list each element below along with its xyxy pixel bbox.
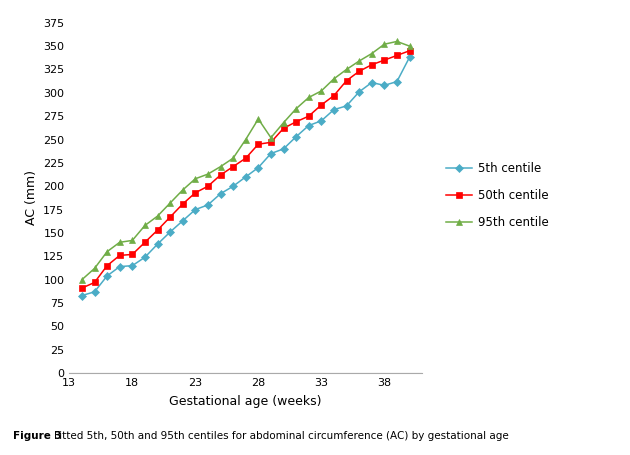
95th centile (242, 137, 249, 142)
5th centile (242, 174, 249, 180)
50th centile (242, 156, 249, 161)
Line: 5th centile: 5th centile (79, 55, 412, 298)
50th centile (103, 263, 111, 268)
50th centile (217, 172, 224, 178)
5th centile (330, 107, 338, 112)
95th centile (116, 240, 123, 245)
50th centile (368, 62, 375, 67)
5th centile (305, 123, 312, 128)
5th centile (267, 151, 275, 156)
5th centile (116, 264, 123, 269)
5th centile (166, 229, 174, 235)
5th centile (179, 218, 186, 223)
50th centile (204, 183, 212, 189)
5th centile (381, 83, 388, 88)
50th centile (166, 214, 174, 220)
95th centile (305, 95, 312, 100)
5th centile (255, 165, 262, 170)
50th centile (292, 119, 300, 125)
5th centile (192, 207, 199, 212)
95th centile (343, 67, 350, 72)
95th centile (292, 106, 300, 111)
95th centile (204, 172, 212, 177)
50th centile (255, 142, 262, 147)
95th centile (255, 116, 262, 121)
95th centile (166, 200, 174, 206)
50th centile (91, 280, 98, 285)
50th centile (116, 253, 123, 258)
50th centile (330, 93, 338, 98)
95th centile (217, 164, 224, 169)
50th centile (129, 252, 136, 257)
5th centile (343, 103, 350, 109)
Y-axis label: AC (mm): AC (mm) (25, 171, 38, 225)
Line: 95th centile: 95th centile (78, 38, 413, 283)
50th centile (393, 53, 401, 58)
50th centile (78, 285, 86, 291)
95th centile (103, 249, 111, 254)
5th centile (129, 263, 136, 268)
5th centile (292, 134, 300, 140)
50th centile (280, 126, 287, 131)
5th centile (217, 191, 224, 197)
95th centile (393, 39, 401, 44)
5th centile (229, 183, 237, 189)
95th centile (154, 213, 161, 219)
5th centile (204, 202, 212, 207)
50th centile (355, 69, 363, 74)
5th centile (154, 242, 161, 247)
50th centile (406, 48, 413, 54)
5th centile (406, 55, 413, 60)
95th centile (78, 277, 86, 283)
50th centile (381, 57, 388, 63)
Text: Figure 3: Figure 3 (13, 431, 65, 441)
95th centile (318, 88, 325, 94)
50th centile (141, 240, 149, 245)
50th centile (154, 228, 161, 233)
50th centile (343, 78, 350, 83)
95th centile (355, 58, 363, 64)
50th centile (192, 190, 199, 196)
95th centile (129, 238, 136, 243)
5th centile (393, 79, 401, 84)
50th centile (179, 201, 186, 207)
95th centile (368, 51, 375, 56)
50th centile (305, 113, 312, 119)
5th centile (141, 254, 149, 260)
95th centile (229, 156, 237, 161)
95th centile (91, 266, 98, 271)
95th centile (381, 41, 388, 47)
95th centile (192, 176, 199, 182)
5th centile (355, 89, 363, 95)
95th centile (406, 43, 413, 49)
95th centile (330, 76, 338, 81)
95th centile (280, 120, 287, 126)
95th centile (179, 187, 186, 193)
5th centile (91, 289, 98, 294)
5th centile (280, 146, 287, 152)
5th centile (368, 80, 375, 85)
95th centile (141, 223, 149, 228)
50th centile (267, 140, 275, 145)
Line: 50th centile: 50th centile (79, 48, 413, 291)
95th centile (267, 135, 275, 141)
X-axis label: Gestational age (weeks): Gestational age (weeks) (169, 395, 322, 408)
5th centile (78, 293, 86, 298)
5th centile (103, 273, 111, 278)
50th centile (318, 102, 325, 108)
5th centile (318, 118, 325, 124)
50th centile (229, 164, 237, 169)
Text: Fitted 5th, 50th and 95th centiles for abdominal circumference (AC) by gestation: Fitted 5th, 50th and 95th centiles for a… (54, 431, 508, 441)
Legend: 5th centile, 50th centile, 95th centile: 5th centile, 50th centile, 95th centile (445, 162, 548, 229)
